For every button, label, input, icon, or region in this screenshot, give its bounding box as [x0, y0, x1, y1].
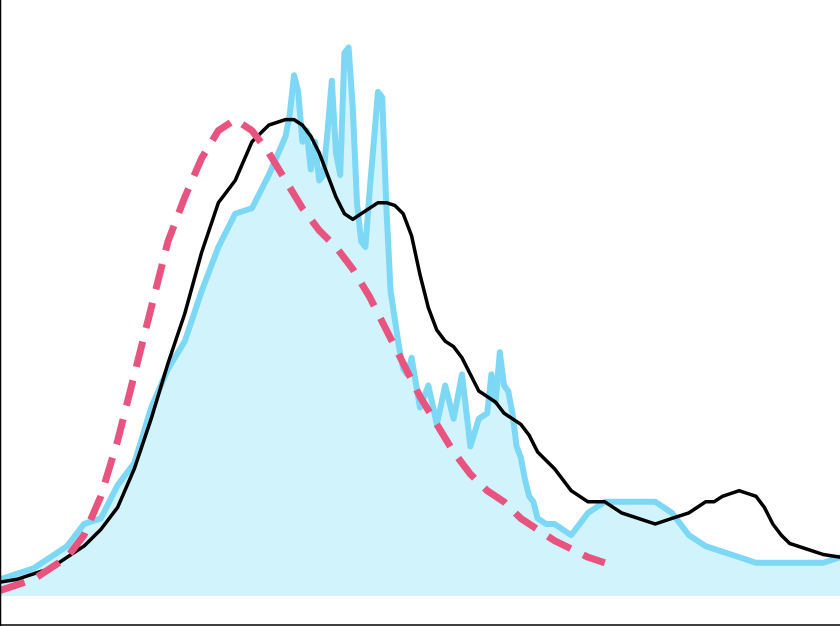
series-1-area	[0, 47, 840, 596]
series-2-line	[0, 117, 840, 584]
chart-marks	[0, 44, 840, 596]
series-1-line	[0, 44, 840, 583]
series-3-line	[0, 116, 606, 594]
